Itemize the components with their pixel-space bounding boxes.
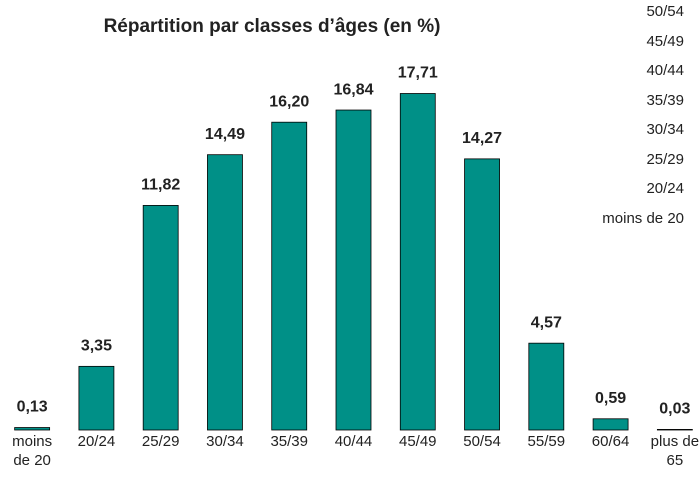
bar <box>592 418 629 431</box>
x-tick-label: 50/54 <box>463 433 501 450</box>
bar <box>656 429 693 431</box>
x-tick-label: 35/39 <box>270 433 308 450</box>
x-tick-label: plus de 65 <box>650 433 699 469</box>
bar <box>271 121 308 431</box>
side-label: 50/54 <box>646 3 684 20</box>
value-label: 17,71 <box>398 65 438 82</box>
x-tick-label: 60/64 <box>591 433 630 450</box>
value-label: 14,49 <box>205 126 245 143</box>
value-label: 14,27 <box>462 130 502 147</box>
bar <box>464 158 500 431</box>
value-label: 3,35 <box>81 338 112 355</box>
bar <box>207 154 243 431</box>
side-label: 45/49 <box>646 32 684 50</box>
side-label: 25/29 <box>646 150 684 168</box>
value-label: 0,13 <box>17 399 48 416</box>
x-tick-label: 55/59 <box>527 433 566 450</box>
x-tick-label: 45/49 <box>398 433 437 450</box>
x-tick-label: 20/24 <box>77 433 116 450</box>
bar <box>142 205 179 431</box>
x-tick-label: 30/34 <box>206 433 244 450</box>
side-label: 35/39 <box>646 91 684 109</box>
chart-title: Répartition par classes d’âges (en %) <box>104 16 441 37</box>
x-tick-label: moins de 20 <box>12 433 53 469</box>
value-label: 0,59 <box>595 390 626 407</box>
bar <box>78 365 115 431</box>
value-label: 16,20 <box>269 93 309 110</box>
bar <box>335 109 372 431</box>
bar <box>528 342 565 431</box>
side-label: moins de 20 <box>602 209 684 227</box>
bar <box>399 93 436 431</box>
value-label: 16,84 <box>333 81 373 98</box>
value-label: 0,03 <box>659 401 690 418</box>
x-tick-label: 40/44 <box>334 433 373 450</box>
side-label: 20/24 <box>646 180 684 197</box>
bar <box>14 427 51 431</box>
value-label: 11,82 <box>141 177 180 194</box>
side-label: 40/44 <box>646 62 684 79</box>
side-label: 30/34 <box>646 121 684 138</box>
x-tick-label: 25/29 <box>141 433 180 450</box>
value-label: 4,57 <box>531 314 562 331</box>
